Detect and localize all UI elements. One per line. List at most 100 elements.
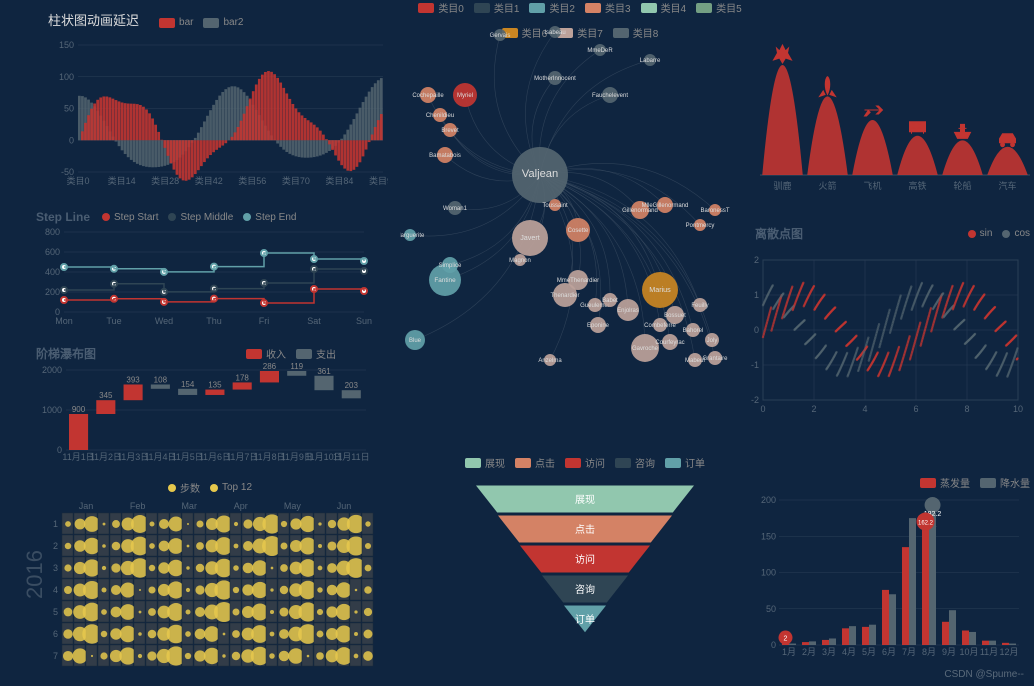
- svg-text:Sun: Sun: [356, 316, 372, 326]
- svg-text:订单: 订单: [575, 614, 595, 626]
- scatter-plot: 0246810-2-1012: [745, 242, 1030, 422]
- svg-text:2000: 2000: [42, 365, 62, 375]
- svg-text:0: 0: [760, 404, 765, 414]
- overlap-bar-chart: 蒸发量降水量 0501001502001月2月3月4月5月6月7月8月9月10月…: [755, 475, 1030, 675]
- svg-text:类目56: 类目56: [238, 175, 266, 186]
- svg-text:驯鹿: 驯鹿: [773, 180, 791, 191]
- svg-text:178: 178: [236, 373, 250, 382]
- svg-text:4: 4: [862, 404, 867, 414]
- svg-text:Tue: Tue: [106, 316, 121, 326]
- svg-text:10月: 10月: [959, 647, 978, 657]
- svg-text:Isabeau: Isabeau: [544, 30, 565, 36]
- step-line-chart: Step Line Step StartStep MiddleStep End …: [36, 210, 376, 339]
- waterfall-chart: 阶梯瀑布图 收入支出 01000200090034539310815413517…: [36, 345, 376, 477]
- svg-text:Marius: Marius: [649, 285, 671, 294]
- svg-text:2: 2: [811, 404, 816, 414]
- svg-text:9月: 9月: [942, 647, 956, 657]
- svg-text:May: May: [284, 501, 302, 511]
- svg-text:-2: -2: [751, 395, 759, 405]
- svg-text:Babet: Babet: [602, 298, 618, 304]
- svg-text:轮船: 轮船: [953, 180, 971, 191]
- svg-text:7月: 7月: [902, 647, 916, 657]
- svg-text:Woman1: Woman1: [443, 206, 468, 212]
- svg-text:2: 2: [784, 636, 788, 643]
- svg-text:Thu: Thu: [206, 316, 222, 326]
- svg-text:MotherInnocent: MotherInnocent: [534, 76, 576, 82]
- svg-text:600: 600: [45, 247, 60, 257]
- svg-text:Feuilly: Feuilly: [691, 303, 708, 309]
- scatter-legend: sincos: [968, 225, 1030, 242]
- watermark: CSDN @Spume--: [944, 669, 1024, 680]
- bar-delay-legend: barbar2: [159, 17, 243, 28]
- svg-text:Toussaint: Toussaint: [542, 203, 568, 209]
- scatter-title: 离散点图: [755, 225, 803, 242]
- svg-text:高铁: 高铁: [908, 180, 926, 191]
- bar-delay-plot: -50050100150类目0类目14类目28类目42类目56类目70类目84类…: [48, 35, 388, 190]
- svg-text:12月: 12月: [999, 647, 1018, 657]
- svg-text:100: 100: [59, 72, 74, 82]
- svg-text:900: 900: [72, 405, 86, 414]
- svg-text:Fantine: Fantine: [434, 277, 456, 284]
- svg-text:0: 0: [57, 445, 62, 455]
- svg-text:类目0: 类目0: [66, 175, 89, 186]
- svg-text:Grantaire: Grantaire: [702, 356, 728, 362]
- svg-text:Simplice: Simplice: [439, 263, 462, 269]
- pictorial-plot: 驯鹿火箭飞机高铁轮船汽车: [760, 20, 1030, 195]
- svg-text:2月: 2月: [802, 647, 816, 657]
- svg-text:MmeThenardier: MmeThenardier: [557, 278, 599, 284]
- svg-text:MlleGillenormand: MlleGillenormand: [642, 203, 689, 209]
- waterfall-plot: 0100020009003453931081541351782861193612…: [36, 362, 376, 472]
- svg-text:Apr: Apr: [234, 501, 248, 511]
- svg-text:6月: 6月: [882, 647, 896, 657]
- overlap-bar-plot: 0501001502001月2月3月4月5月6月7月8月9月10月11月12月1…: [755, 490, 1030, 670]
- svg-text:Labarre: Labarre: [640, 58, 661, 64]
- svg-text:Mar: Mar: [181, 501, 197, 511]
- svg-text:2: 2: [53, 541, 58, 551]
- svg-text:类目84: 类目84: [325, 175, 353, 186]
- svg-text:类目42: 类目42: [195, 175, 223, 186]
- svg-text:Fauchelevent: Fauchelevent: [592, 93, 628, 99]
- calendar-chart: 步数Top 12 2016 JanFebMarAprMayJun1234567: [20, 480, 400, 669]
- svg-text:Thenardier: Thenardier: [550, 293, 579, 299]
- bar-delay-chart: 柱状图动画延迟 barbar2 -50050100150类目0类目14类目28类…: [48, 10, 388, 195]
- svg-text:Blue: Blue: [409, 338, 422, 344]
- svg-text:800: 800: [45, 227, 60, 237]
- svg-text:1: 1: [754, 290, 759, 300]
- svg-text:Sat: Sat: [307, 316, 321, 326]
- svg-text:6: 6: [53, 629, 58, 639]
- svg-text:Courfeyrac: Courfeyrac: [655, 340, 684, 346]
- svg-text:1: 1: [53, 519, 58, 529]
- svg-text:6: 6: [913, 404, 918, 414]
- waterfall-title: 阶梯瀑布图: [36, 345, 96, 362]
- svg-text:2: 2: [754, 255, 759, 265]
- svg-text:8: 8: [964, 404, 969, 414]
- svg-text:Eponine: Eponine: [587, 323, 610, 329]
- svg-text:咨询: 咨询: [575, 583, 595, 596]
- calendar-year: 2016: [22, 569, 48, 599]
- svg-text:5月: 5月: [862, 647, 876, 657]
- svg-text:Brevet: Brevet: [441, 128, 459, 134]
- svg-text:火箭: 火箭: [818, 180, 836, 191]
- network-plot: ValjeanJavertFantineMariusCosetteGavroch…: [400, 10, 750, 380]
- svg-text:8月: 8月: [922, 647, 936, 657]
- svg-text:5: 5: [53, 607, 58, 617]
- svg-text:汽车: 汽车: [998, 180, 1016, 191]
- svg-text:150: 150: [761, 531, 776, 541]
- svg-text:Bossuet: Bossuet: [664, 313, 686, 319]
- svg-text:345: 345: [99, 391, 113, 400]
- network-chart: 类目0类目1类目2类目3类目4类目5类目6类目7类目8 ValjeanJaver…: [400, 0, 750, 380]
- svg-text:类目70: 类目70: [282, 175, 310, 186]
- svg-text:Bamatabois: Bamatabois: [429, 153, 461, 159]
- bar-delay-title: 柱状图动画延迟: [48, 10, 139, 29]
- svg-text:200: 200: [45, 287, 60, 297]
- svg-text:展现: 展现: [575, 494, 595, 506]
- svg-text:Pontmercy: Pontmercy: [686, 223, 715, 229]
- svg-text:7: 7: [53, 651, 58, 661]
- svg-text:MmeDeR: MmeDeR: [587, 48, 613, 54]
- funnel-legend: 展现点击访问咨询订单: [450, 455, 720, 470]
- svg-text:Feb: Feb: [130, 501, 146, 511]
- svg-text:Gavroche: Gavroche: [632, 346, 659, 352]
- svg-text:4: 4: [53, 585, 58, 595]
- svg-text:-1: -1: [751, 360, 759, 370]
- svg-text:361: 361: [317, 367, 331, 376]
